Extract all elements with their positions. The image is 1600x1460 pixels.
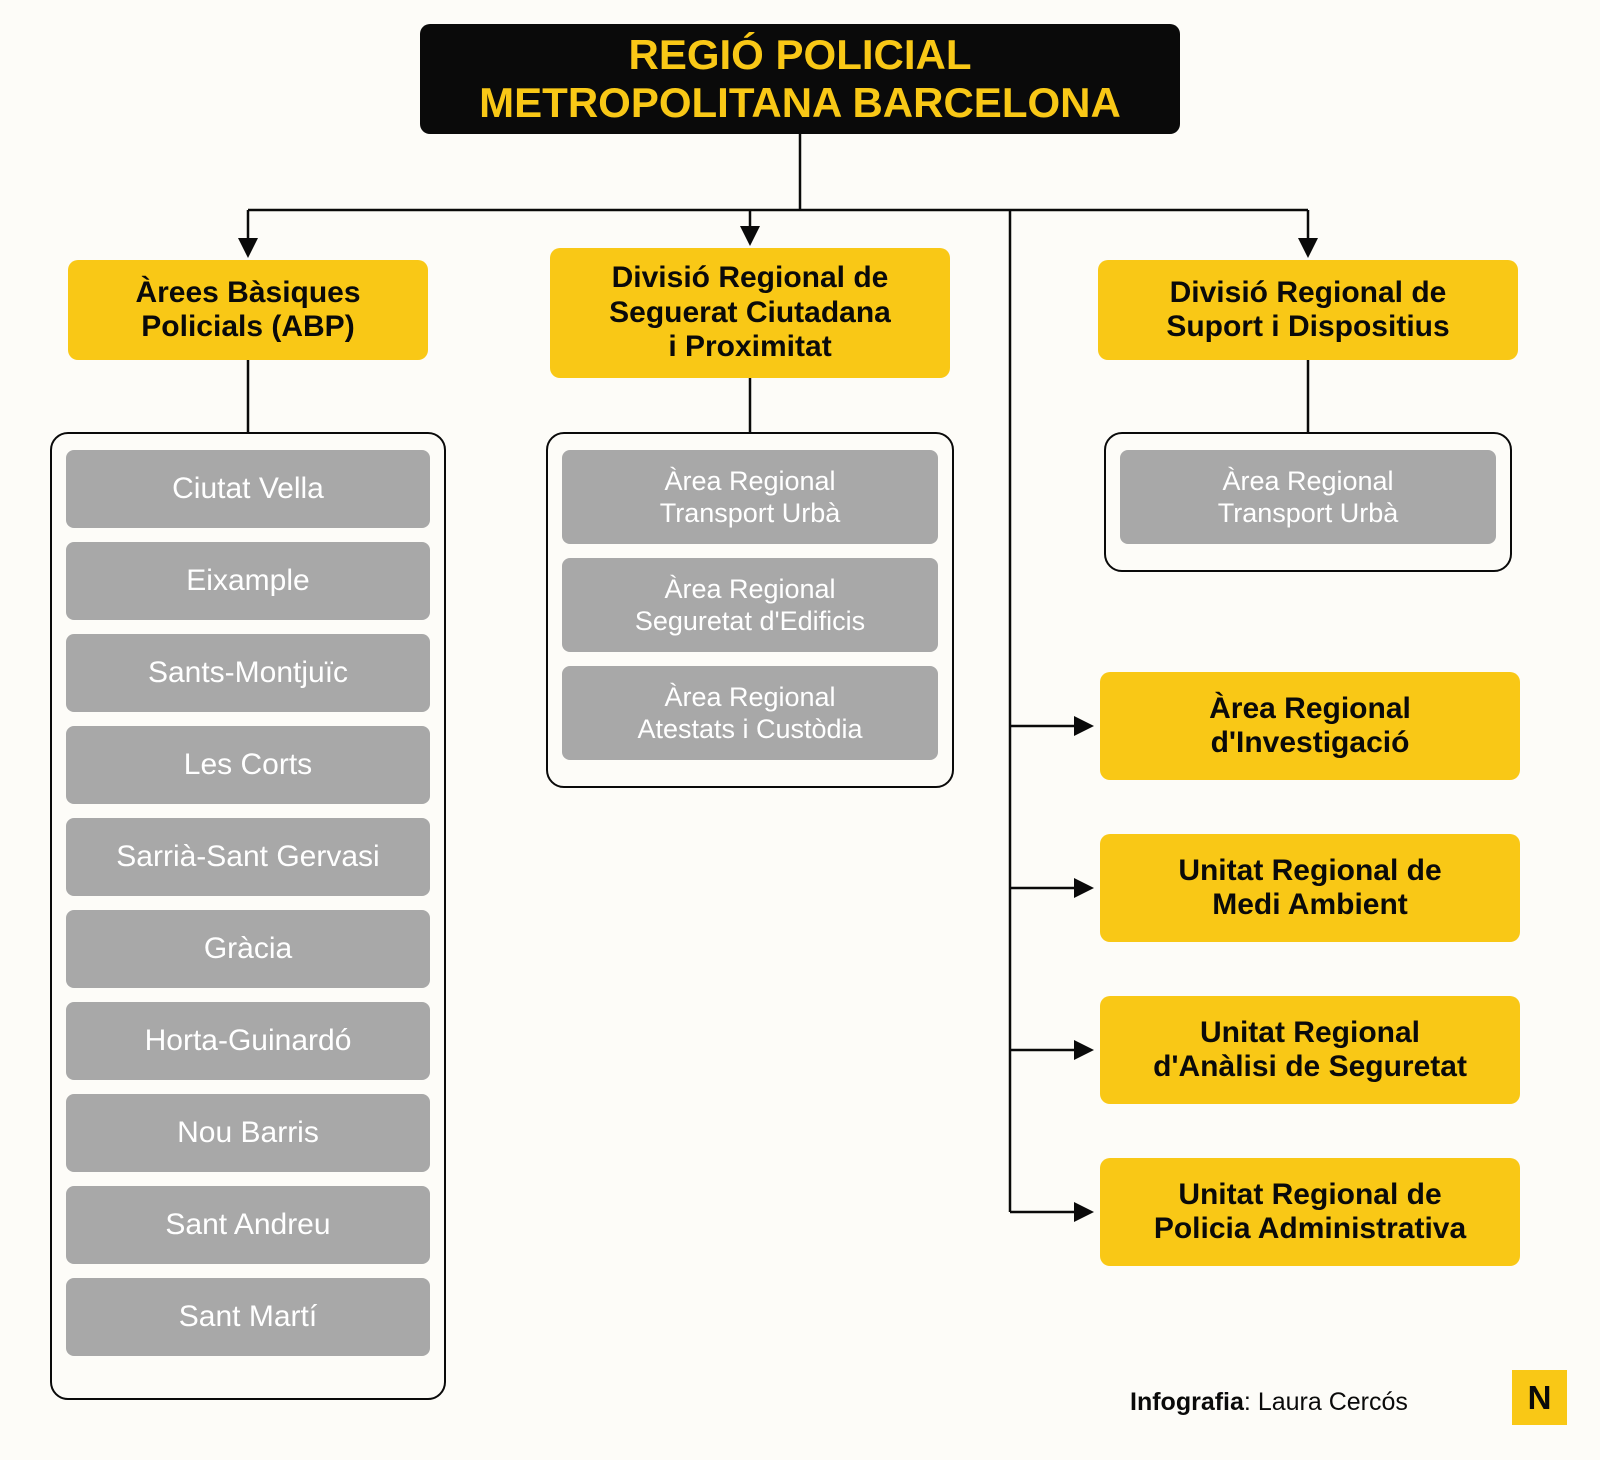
list-item-line: Sants-Montjuïc: [148, 655, 348, 691]
list-item-line: Les Corts: [184, 747, 312, 783]
branch-header-line: Divisió Regional de: [612, 261, 889, 296]
branch-header-line: Divisió Regional de: [1170, 276, 1447, 311]
branch-header-line: Àrees Bàsiques: [135, 276, 360, 311]
side-unit-line: Unitat Regional de: [1178, 854, 1441, 889]
side-unit-line: Unitat Regional de: [1178, 1178, 1441, 1213]
credit-sep: :: [1244, 1388, 1258, 1416]
root-line1: REGIÓ POLICIAL: [420, 31, 1180, 79]
list-item: Les Corts: [66, 726, 430, 804]
credit-author: Laura Cercós: [1258, 1388, 1408, 1416]
list-item: Àrea RegionalTransport Urbà: [562, 450, 938, 544]
side-unit-line: Unitat Regional: [1200, 1016, 1420, 1051]
branch-header-line: Suport i Dispositius: [1166, 310, 1449, 345]
list-item-line: Àrea Regional: [664, 465, 835, 497]
list-item-line: Eixample: [186, 563, 309, 599]
side-unit: Unitat Regional dePolicia Administrativa: [1100, 1158, 1520, 1266]
list-item: Sant Andreu: [66, 1186, 430, 1264]
brand-logo: N: [1512, 1370, 1567, 1425]
list-item-line: Àrea Regional: [1222, 465, 1393, 497]
side-unit-line: d'Anàlisi de Seguretat: [1153, 1050, 1467, 1085]
list-item: Gràcia: [66, 910, 430, 988]
list-item-line: Sant Andreu: [165, 1207, 330, 1243]
list-item: Sant Martí: [66, 1278, 430, 1356]
branch-frame-seguretat: Àrea RegionalTransport UrbàÀrea Regional…: [546, 432, 954, 788]
list-item-line: Sant Martí: [179, 1299, 317, 1335]
list-item-line: Horta-Guinardó: [145, 1023, 352, 1059]
list-item: Sarrià-Sant Gervasi: [66, 818, 430, 896]
list-item-line: Atestats i Custòdia: [637, 713, 862, 745]
list-item-line: Sarrià-Sant Gervasi: [116, 839, 379, 875]
branch-header-line: Policials (ABP): [141, 310, 354, 345]
list-item-line: Transport Urbà: [1218, 497, 1399, 529]
list-item: Àrea RegionalAtestats i Custòdia: [562, 666, 938, 760]
list-item-line: Àrea Regional: [664, 681, 835, 713]
side-unit: Unitat Regionald'Anàlisi de Seguretat: [1100, 996, 1520, 1104]
side-unit: Unitat Regional deMedi Ambient: [1100, 834, 1520, 942]
list-item-line: Seguretat d'Edificis: [635, 605, 865, 637]
list-item: Nou Barris: [66, 1094, 430, 1172]
credit-label: Infografia: [1130, 1388, 1244, 1416]
list-item: Horta-Guinardó: [66, 1002, 430, 1080]
side-unit-line: Policia Administrativa: [1154, 1212, 1466, 1247]
credit: Infografia: Laura Cercós: [1130, 1388, 1408, 1417]
side-unit-line: Àrea Regional: [1209, 692, 1411, 727]
branch-header-line: Seguerat Ciutadana: [609, 296, 891, 331]
list-item: Àrea RegionalSeguretat d'Edificis: [562, 558, 938, 652]
branch-header-seguretat: Divisió Regional deSeguerat Ciutadanai P…: [550, 248, 950, 378]
side-unit-line: Medi Ambient: [1212, 888, 1408, 923]
list-item-line: Nou Barris: [177, 1115, 319, 1151]
side-unit-line: d'Investigació: [1211, 726, 1410, 761]
list-item-line: Transport Urbà: [660, 497, 841, 529]
list-item: Ciutat Vella: [66, 450, 430, 528]
branch-frame-abp: Ciutat Vella Eixample Sants-Montjuïc Les Co…: [50, 432, 446, 1400]
list-item-line: Àrea Regional: [664, 573, 835, 605]
list-item-line: Ciutat Vella: [172, 471, 324, 507]
list-item-line: Gràcia: [204, 931, 292, 967]
list-item: Sants-Montjuïc: [66, 634, 430, 712]
root-title: REGIÓ POLICIAL METROPOLITANA BARCELONA: [420, 24, 1180, 134]
branch-header-line: i Proximitat: [668, 330, 831, 365]
list-item: Àrea RegionalTransport Urbà: [1120, 450, 1496, 544]
logo-letter: N: [1528, 1379, 1552, 1417]
branch-header-suport: Divisió Regional deSuport i Dispositius: [1098, 260, 1518, 360]
list-item: Eixample: [66, 542, 430, 620]
root-line2: METROPOLITANA BARCELONA: [420, 79, 1180, 127]
branch-header-abp: Àrees BàsiquesPolicials (ABP): [68, 260, 428, 360]
branch-frame-suport: Àrea RegionalTransport Urbà: [1104, 432, 1512, 572]
side-unit: Àrea Regionald'Investigació: [1100, 672, 1520, 780]
